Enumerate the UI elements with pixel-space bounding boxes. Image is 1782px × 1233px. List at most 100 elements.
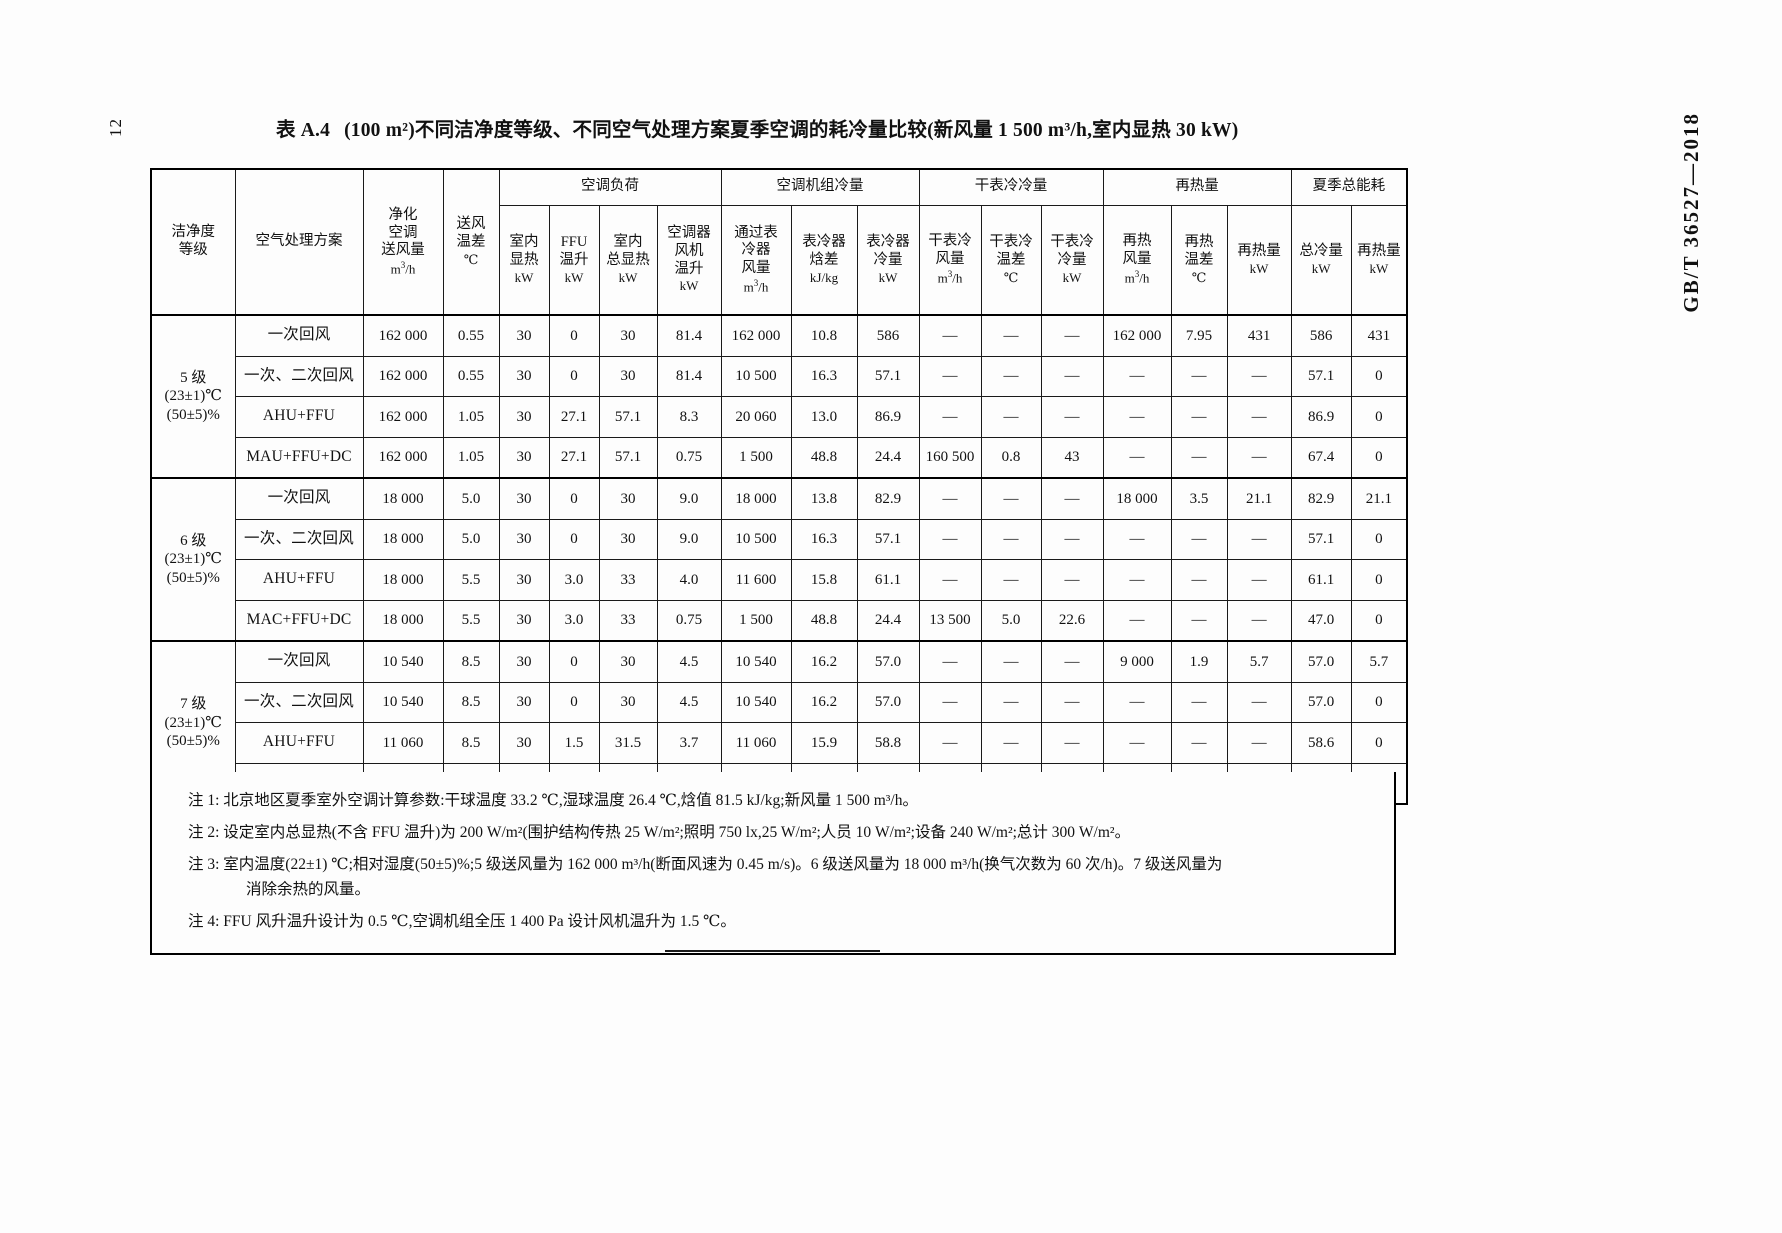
value-cell: 10.8 xyxy=(790,314,858,357)
header-purify-air-volume: 净化 空调 送风量 m3/h xyxy=(362,168,444,316)
value-cell: 0 xyxy=(1350,518,1409,560)
value-cell: 15.8 xyxy=(790,559,858,601)
table-row: 一次、二次回风 10 540 8.5 30 0 30 4.5 10 540 16.2 57.0— —… xyxy=(151,681,1409,723)
scheme-cell: 一次、二次回风 xyxy=(234,355,364,397)
value-cell: 21.1 xyxy=(1226,477,1292,520)
table-head: 洁净度 等级 空气处理方案 净化 空调 送风量 m3/h 送风 温差 ℃ 空调负荷 空调机组… xyxy=(150,168,1409,316)
note-2: 注 2: 设定室内总显热(不含 FFU 温升)为 200 W/m²(围护结构传热… xyxy=(188,820,1376,845)
grade-label-line: 5 级 xyxy=(180,370,207,387)
value-cell: — xyxy=(1102,599,1172,642)
scheme-cell: 一次回风 xyxy=(234,314,364,357)
value-cell: 22.6 xyxy=(1040,599,1104,642)
value-cell: 8.5 xyxy=(442,722,500,764)
value-cell: 57.1 xyxy=(1290,355,1352,397)
value-cell: 57.1 xyxy=(856,518,920,560)
value-cell: 10 540 xyxy=(720,640,792,683)
value-cell: — xyxy=(1170,559,1228,601)
value-cell: 30 xyxy=(598,681,658,723)
value-cell: 16.3 xyxy=(790,518,858,560)
value-cell: 162 000 xyxy=(1102,314,1172,357)
value-cell: 82.9 xyxy=(1290,477,1352,520)
value-cell: 162 000 xyxy=(362,355,444,397)
value-cell: — xyxy=(1170,518,1228,560)
value-cell: 18 000 xyxy=(362,518,444,560)
value-cell: — xyxy=(980,722,1042,764)
value-cell: 8.5 xyxy=(442,681,500,723)
value-cell: 10 540 xyxy=(720,681,792,723)
table-row: AHU+FFU 162 000 1.05 30 27.1 57.1 8.3 20 060 13.… xyxy=(151,396,1409,438)
value-cell: — xyxy=(980,559,1042,601)
value-cell: 30 xyxy=(498,355,550,397)
value-cell: — xyxy=(1226,518,1292,560)
header-ffu-temp-rise: FFU 温升 kW xyxy=(548,204,600,316)
value-cell: — xyxy=(918,518,982,560)
value-cell: — xyxy=(980,396,1042,438)
value-cell: 13.8 xyxy=(790,477,858,520)
value-cell: 86.9 xyxy=(856,396,920,438)
header-total-cooling: 总冷量 kW xyxy=(1290,204,1352,316)
value-cell: 11 060 xyxy=(720,722,792,764)
grade-label-cell: 5 级 (23±1)℃ (50±5)% xyxy=(150,314,236,479)
value-cell: 3.0 xyxy=(548,559,600,601)
value-cell: 11 060 xyxy=(362,722,444,764)
value-cell: 10 540 xyxy=(362,681,444,723)
header-reheat-temp-diff: 再热 温差 ℃ xyxy=(1170,204,1228,316)
value-cell: 24.4 xyxy=(856,436,920,479)
value-cell: 162 000 xyxy=(362,314,444,357)
value-cell: 27.1 xyxy=(548,436,600,479)
header-ac-fan-temp-rise: 空调器 风机 温升 kW xyxy=(656,204,722,316)
note-2-text: 注 2: 设定室内总显热(不含 FFU 温升)为 200 W/m²(围护结构传热… xyxy=(188,824,1131,842)
scheme-cell: 一次、二次回风 xyxy=(234,681,364,723)
value-cell: 0 xyxy=(548,477,600,520)
value-cell: 160 500 xyxy=(918,436,982,479)
scheme-cell: 一次回风 xyxy=(234,640,364,683)
value-cell: 1 500 xyxy=(720,599,792,642)
value-cell: 431 xyxy=(1226,314,1292,357)
table-row: AHU+FFU 18 000 5.5 30 3.0 33 4.0 11 600 15.8 61.1… xyxy=(151,559,1409,601)
value-cell: — xyxy=(918,640,982,683)
table-row: 6 级 (23±1)℃ (50±5)% 一次回风 18 000 5.0 30 0 30 9.0 18… xyxy=(150,477,1409,642)
value-cell: 1.9 xyxy=(1170,640,1228,683)
grade-label-line: (50±5)% xyxy=(166,732,220,749)
value-cell: 10 500 xyxy=(720,518,792,560)
note-1-text: 注 1: 北京地区夏季室外空调计算参数:干球温度 33.2 ℃,湿球温度 26.… xyxy=(188,792,918,809)
value-cell: — xyxy=(1170,681,1228,723)
value-cell: 13 500 xyxy=(918,599,982,642)
value-cell: 4.5 xyxy=(656,681,722,723)
value-cell: 30 xyxy=(598,518,658,560)
value-cell: 57.0 xyxy=(856,640,920,683)
value-cell: — xyxy=(980,518,1042,560)
note-4-text: 注 4: FFU 风升温升设计为 0.5 ℃,空调机组全压 1 400 Pa 设… xyxy=(188,913,736,931)
value-cell: 27.1 xyxy=(548,396,600,438)
value-cell: 57.0 xyxy=(856,681,920,723)
value-cell: 0.75 xyxy=(656,599,722,642)
value-cell: 0 xyxy=(1350,436,1409,479)
value-cell: 0 xyxy=(1350,681,1409,723)
value-cell: — xyxy=(1040,681,1104,723)
header-indoor-total-sensible-heat: 室内 总显热 kW xyxy=(598,204,658,316)
table-row: 一次、二次回风 18 000 5.0 30 0 30 9.0 10 500 16.3 57.1— —… xyxy=(151,518,1409,560)
value-cell: 21.1 xyxy=(1350,477,1409,520)
page-number: 12 xyxy=(106,118,125,137)
value-cell: — xyxy=(1226,396,1292,438)
value-cell: 8.5 xyxy=(442,640,500,683)
header-coil-air-volume: 通过表 冷器 风量 m3/h xyxy=(720,204,792,316)
value-cell: 30 xyxy=(598,355,658,397)
value-cell: 30 xyxy=(498,396,550,438)
header-reheat-air-volume: 再热 风量 m3/h xyxy=(1102,204,1172,316)
value-cell: — xyxy=(1040,355,1104,397)
value-cell: 9.0 xyxy=(656,518,722,560)
value-cell: 10 500 xyxy=(720,355,792,397)
value-cell: 4.5 xyxy=(656,640,722,683)
value-cell: 8.3 xyxy=(656,396,722,438)
value-cell: 0.75 xyxy=(656,436,722,479)
value-cell: 16.3 xyxy=(790,355,858,397)
scheme-cell: 一次、二次回风 xyxy=(234,518,364,560)
value-cell: 0.55 xyxy=(442,314,500,357)
value-cell: 57.1 xyxy=(1290,518,1352,560)
value-cell: 18 000 xyxy=(362,599,444,642)
table-caption-text: (100 m²)不同洁净度等级、不同空气处理方案夏季空调的耗冷量比较(新风量 1… xyxy=(344,120,1239,141)
header-group-summer-total-energy: 夏季总能耗 xyxy=(1290,168,1409,206)
value-cell: — xyxy=(1102,355,1172,397)
value-cell: 0 xyxy=(1350,355,1409,397)
